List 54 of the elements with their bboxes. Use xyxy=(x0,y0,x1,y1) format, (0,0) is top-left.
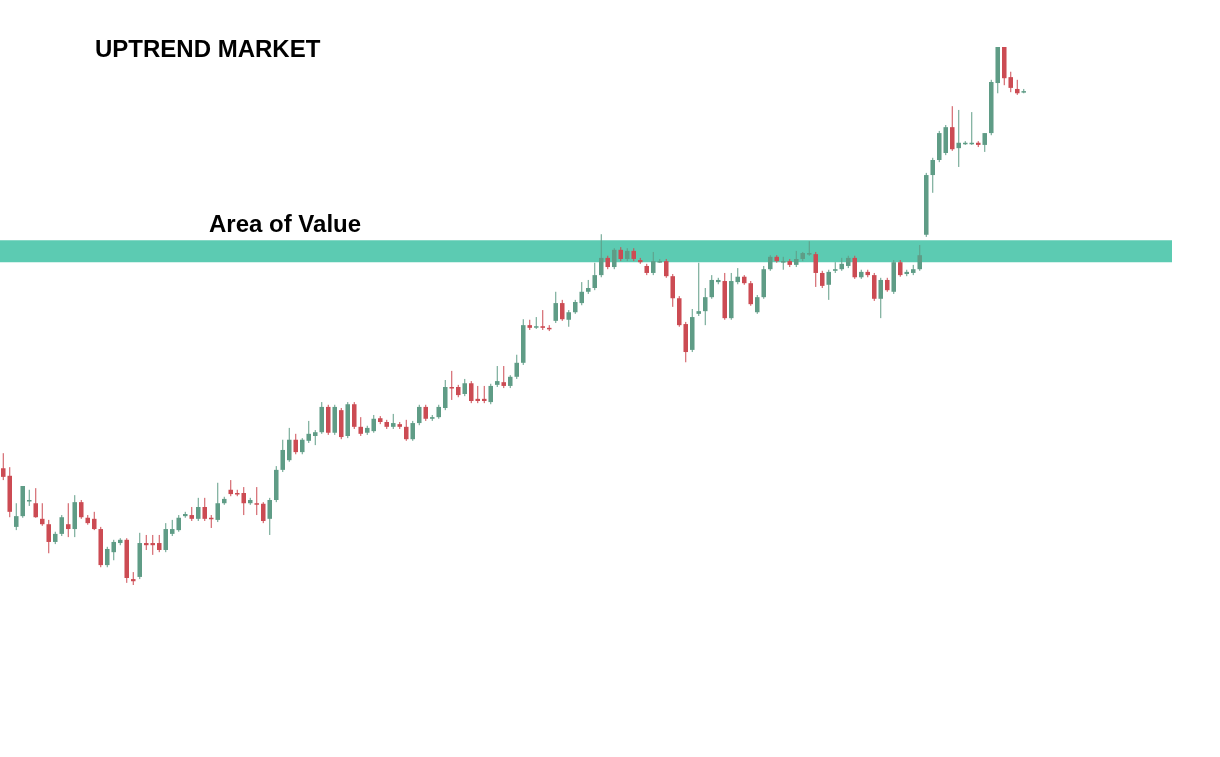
candlestick xyxy=(592,262,598,291)
band-label: Area of Value xyxy=(209,209,362,237)
candlestick xyxy=(702,287,708,326)
candlestick xyxy=(553,291,559,324)
candlestick xyxy=(286,427,292,463)
candlestick xyxy=(559,299,565,322)
candlestick xyxy=(39,502,45,527)
candlestick xyxy=(293,433,299,455)
candlestick xyxy=(416,404,422,426)
candlestick xyxy=(949,105,955,152)
candlestick xyxy=(670,273,676,308)
candlestick xyxy=(982,132,988,153)
candlestick xyxy=(494,365,500,388)
candlestick xyxy=(956,109,962,168)
candlestick xyxy=(260,501,266,524)
candlestick xyxy=(917,244,923,272)
candlestick xyxy=(78,499,84,520)
candlestick xyxy=(267,497,273,536)
chart-title: UPTREND MARKET xyxy=(95,34,321,62)
candlestick xyxy=(202,497,208,522)
candlestick xyxy=(663,258,669,279)
candlestick xyxy=(65,502,71,538)
candlestick xyxy=(449,370,455,401)
candlestick xyxy=(442,379,448,411)
candlestick xyxy=(611,247,617,270)
candlestick xyxy=(754,294,760,315)
candlestick xyxy=(748,280,754,307)
candlestick xyxy=(13,502,19,531)
candlestick xyxy=(696,262,702,317)
candlestick xyxy=(163,522,169,553)
candlestick xyxy=(852,255,858,280)
candlestick xyxy=(403,419,409,442)
candlestick xyxy=(501,365,507,389)
candlestick xyxy=(813,251,819,288)
candlestick xyxy=(33,487,39,519)
candlestick xyxy=(254,486,260,516)
candlestick xyxy=(358,416,364,437)
candlestick xyxy=(540,309,546,331)
candlestick xyxy=(930,157,936,194)
candlestick xyxy=(46,519,52,554)
candlestick xyxy=(280,439,286,473)
candlestick xyxy=(709,274,715,300)
candlestick xyxy=(878,277,884,319)
candlestick xyxy=(215,482,221,523)
candlestick xyxy=(410,420,416,442)
candlestick xyxy=(514,354,520,380)
candlestick xyxy=(871,272,877,302)
candlestick xyxy=(598,233,604,278)
candlestick xyxy=(59,514,65,537)
candlestick xyxy=(351,401,357,430)
candlestick xyxy=(488,383,494,405)
candlestick xyxy=(826,269,832,301)
candlestick xyxy=(195,497,201,522)
candlestick xyxy=(91,511,97,531)
